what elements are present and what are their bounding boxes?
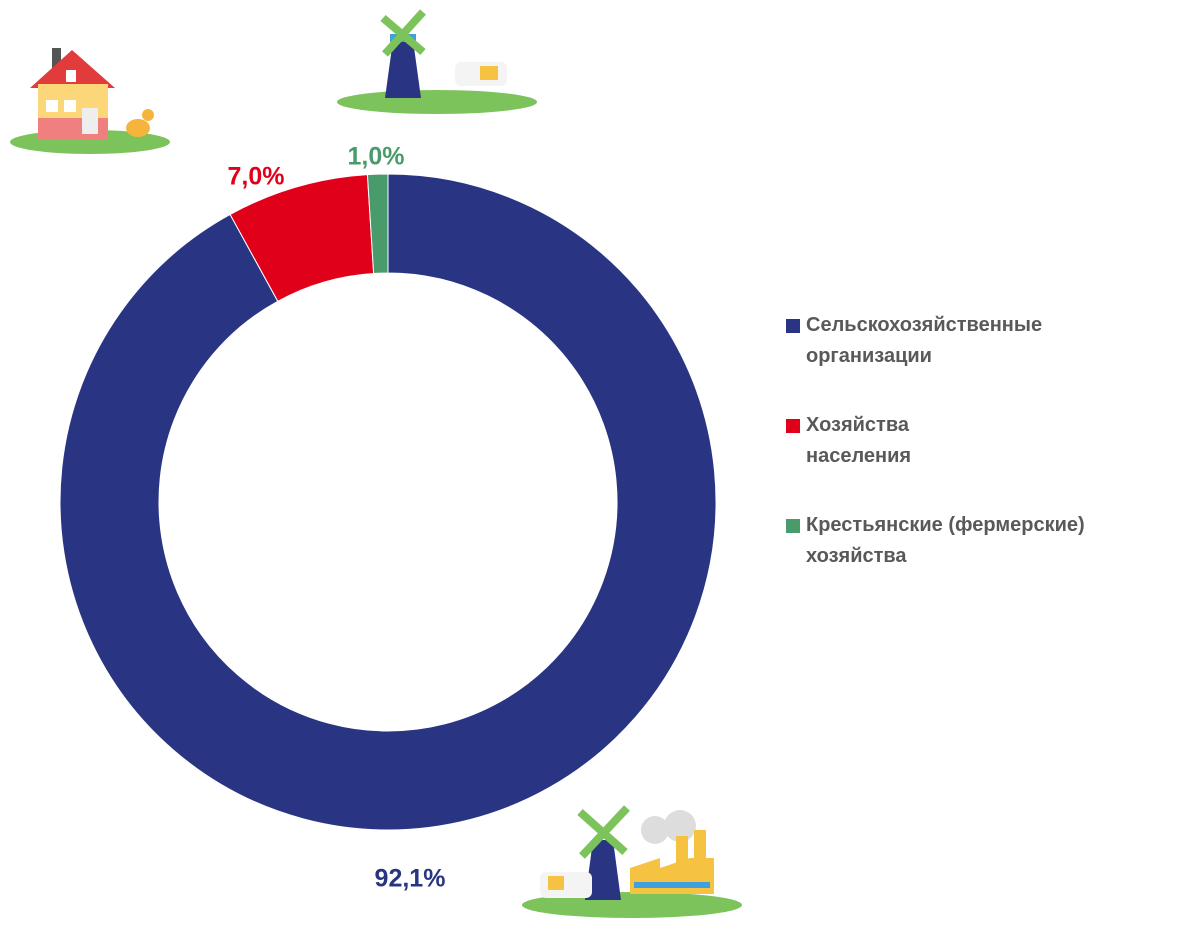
value-label: 1,0% (348, 143, 405, 171)
factory-icon (522, 808, 742, 918)
legend-label: Хозяйства населения (806, 414, 911, 467)
legend-item: Крестьянские (фермерские) хозяйства (786, 510, 1146, 572)
legend-item: Хозяйства населения (786, 410, 1006, 472)
legend-label: Крестьянские (фермерские) хозяйства (806, 514, 1085, 567)
page: 92,1% 7,0% 1,0% Сельскохозяйственные орган… (0, 0, 1178, 931)
value-label: 92,1% (375, 865, 446, 893)
house-icon (10, 48, 170, 154)
windmill-icon (337, 12, 537, 114)
legend-label: Сельскохозяйственные организации (806, 314, 1042, 367)
legend-item: Сельскохозяйственные организации (786, 310, 1006, 372)
legend-swatch (786, 519, 800, 533)
legend-swatch (786, 419, 800, 433)
legend: Сельскохозяйственные организации Хозяйств… (786, 310, 1166, 610)
legend-swatch (786, 319, 800, 333)
value-label: 7,0% (228, 163, 285, 191)
